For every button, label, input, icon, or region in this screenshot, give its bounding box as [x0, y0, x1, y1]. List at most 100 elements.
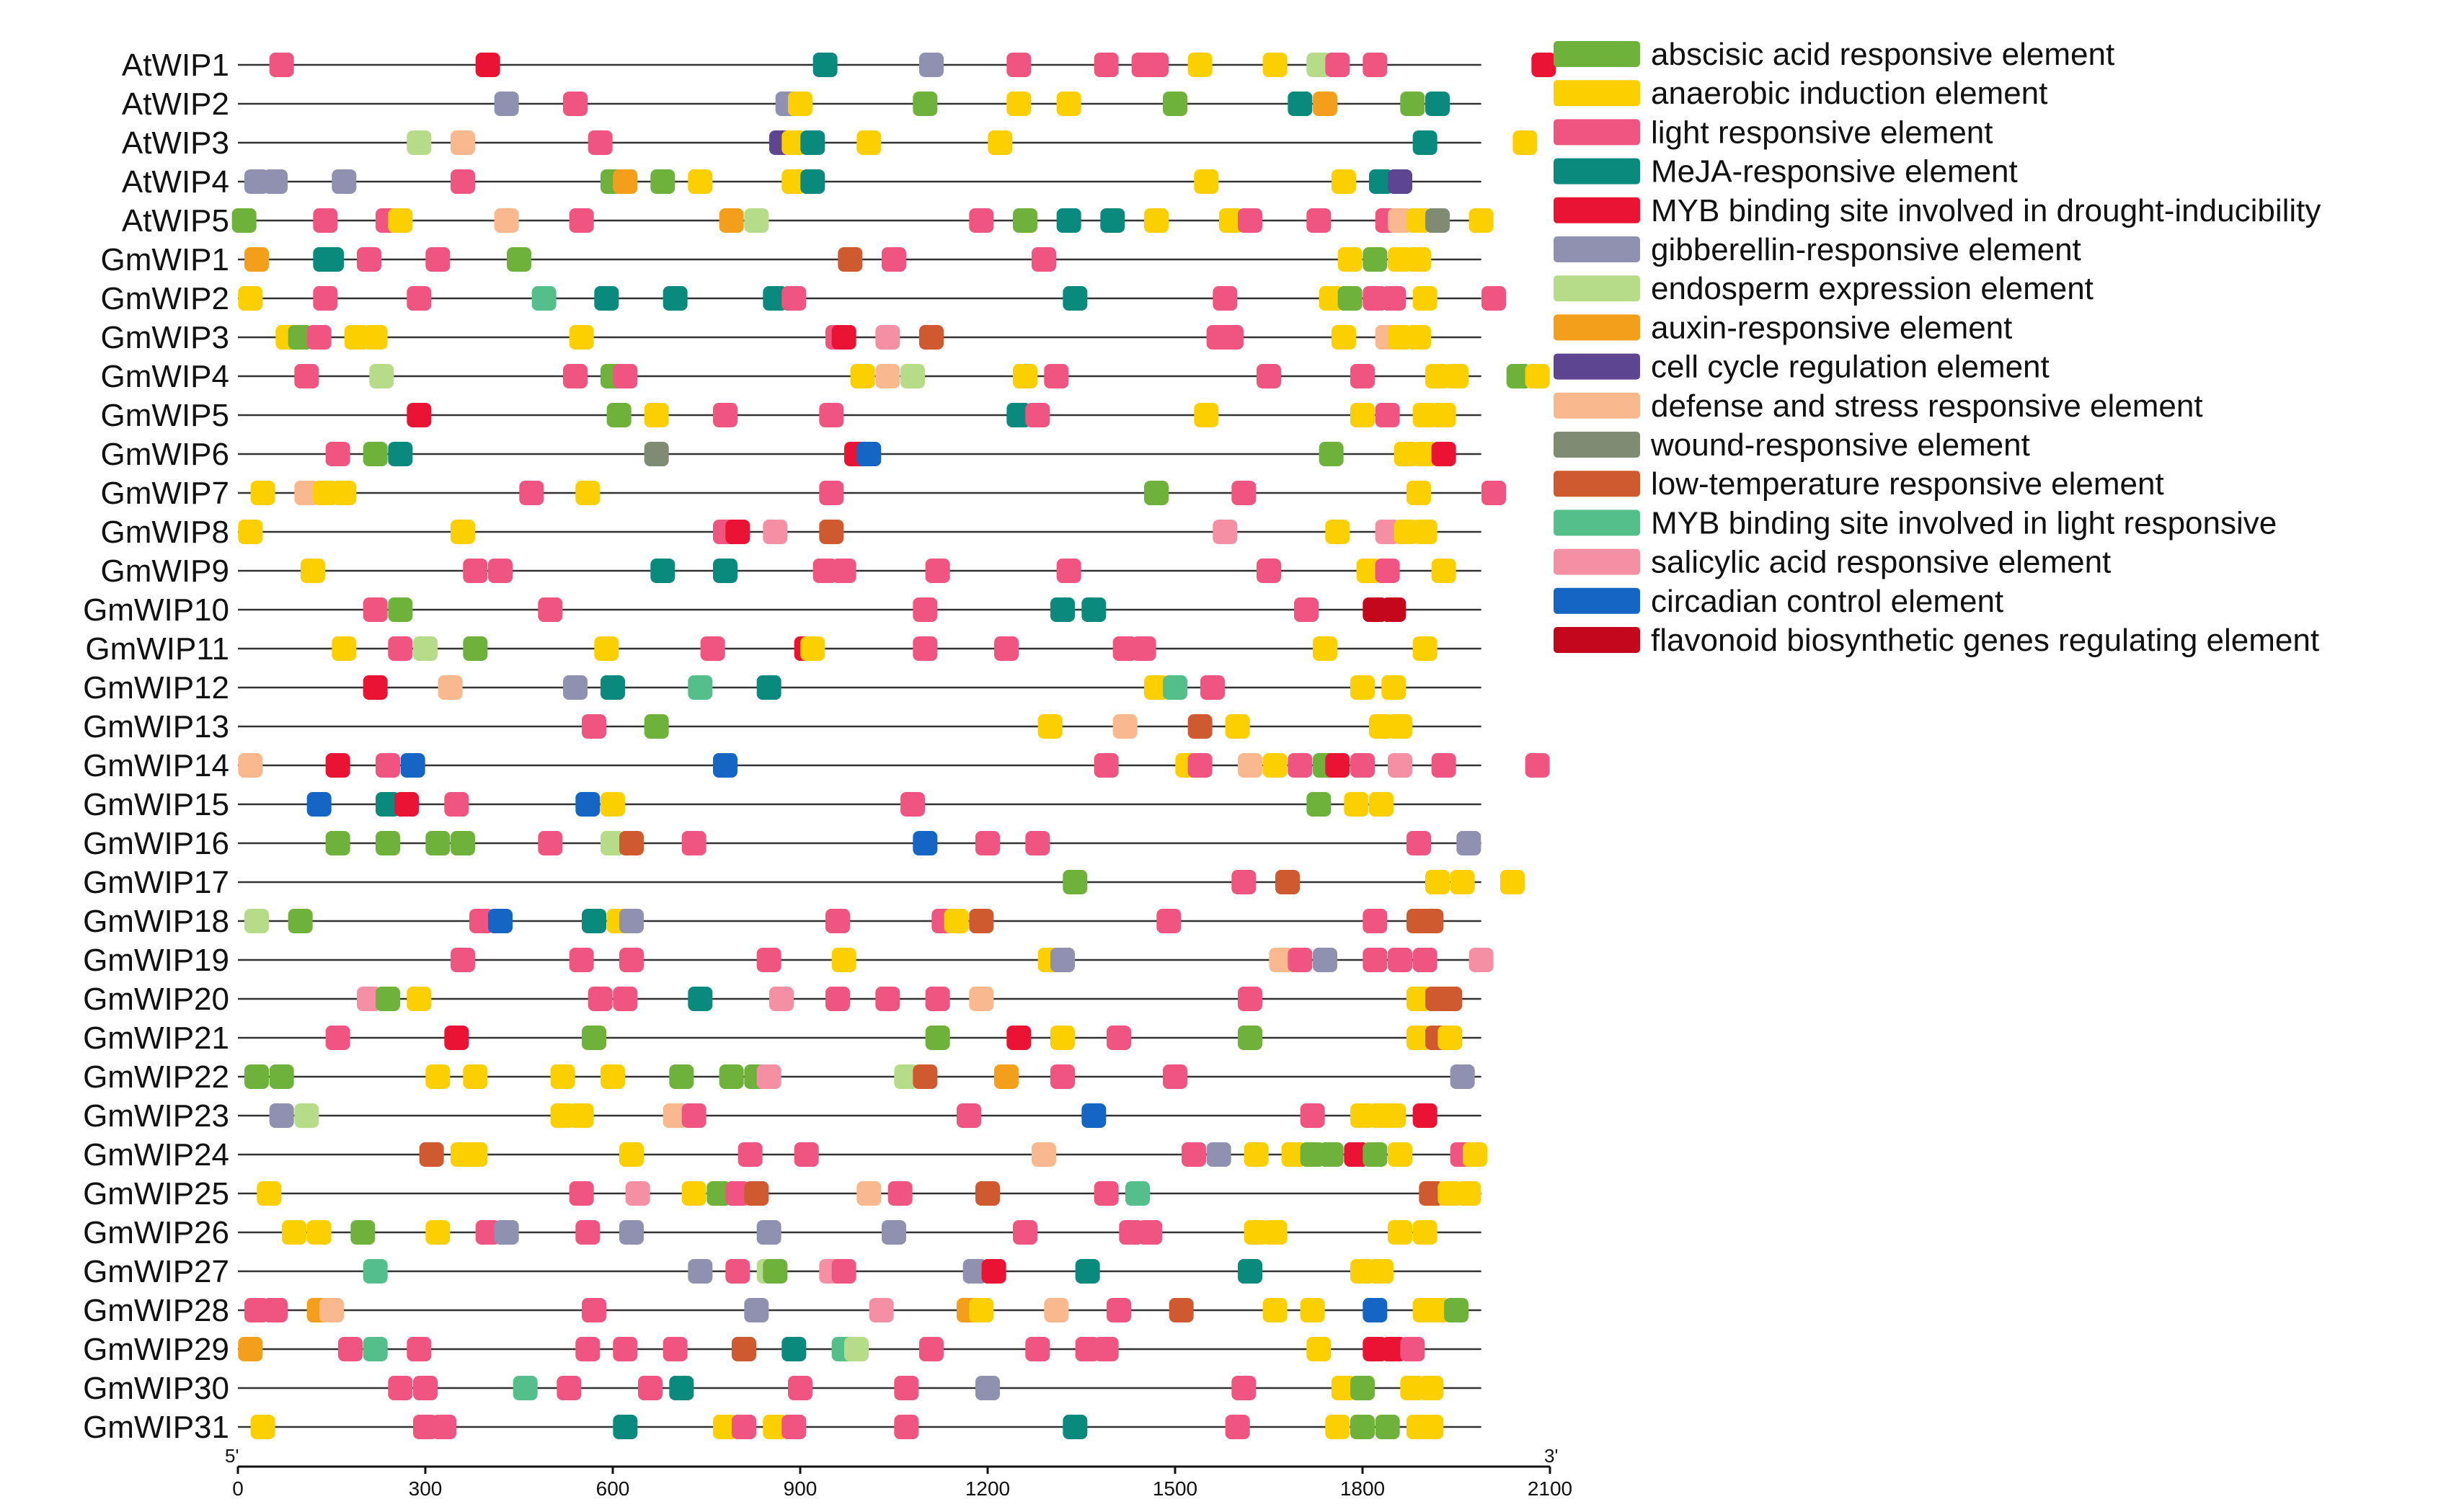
gene-label: GmWIP25 — [83, 1176, 229, 1211]
cis-element-meja — [1081, 597, 1107, 622]
gene-label: GmWIP28 — [83, 1293, 229, 1328]
cis-element-light — [925, 987, 950, 1011]
cis-element-sal — [869, 1298, 894, 1322]
cis-element-light — [388, 636, 413, 661]
legend-label: low-temperature responsive element — [1651, 466, 2164, 502]
cis-element-anae — [1194, 169, 1219, 194]
legend-item: cell cycle regulation element — [1554, 350, 2050, 385]
cis-element-aba — [463, 636, 488, 661]
cis-element-aba — [925, 1026, 950, 1050]
gene-track: GmWIP6 — [101, 437, 1481, 472]
cis-element-mybl — [531, 286, 557, 311]
cis-element-anae — [569, 1103, 594, 1128]
cis-element-aba — [231, 208, 257, 233]
cis-element-light — [894, 1415, 919, 1439]
gene-track: GmWIP25 — [83, 1176, 1481, 1211]
gene-track: GmWIP2 — [101, 281, 1506, 316]
gene-track: GmWIP21 — [83, 1020, 1481, 1056]
gene-label: AtWIP5 — [122, 203, 229, 239]
cis-element-mybl — [1125, 1181, 1150, 1206]
cis-element-light — [875, 987, 900, 1011]
cis-element-endo — [294, 1103, 319, 1128]
cis-element-gib — [563, 675, 588, 700]
legend-item: defense and stress responsive element — [1554, 388, 2203, 424]
cis-element-aba — [913, 92, 938, 116]
cis-element-meja — [1050, 597, 1075, 622]
gene-track: GmWIP5 — [101, 398, 1481, 433]
gene-label: GmWIP14 — [83, 748, 229, 783]
cis-element-light — [463, 559, 488, 583]
cis-element-circ — [856, 442, 882, 466]
legend-item: salicylic acid responsive element — [1554, 545, 2111, 580]
cis-element-aba — [451, 831, 475, 855]
gene-label: GmWIP9 — [101, 553, 229, 589]
legend-swatch — [1554, 627, 1640, 653]
cis-element-light — [1025, 403, 1050, 427]
cis-element-circ — [575, 792, 601, 817]
cis-element-anae — [644, 403, 669, 427]
cis-element-anae — [1369, 714, 1394, 739]
cis-element-anae — [301, 559, 325, 583]
cis-element-anae — [1187, 53, 1213, 77]
legend-label: light responsive element — [1651, 115, 1993, 150]
cis-element-meja — [1063, 286, 1088, 311]
legend-swatch — [1554, 548, 1640, 575]
cis-element-anae — [800, 636, 825, 661]
cis-element-anae — [1262, 753, 1288, 778]
cis-element-light — [994, 636, 1019, 661]
cis-element-gib — [1313, 948, 1337, 972]
gene-label: GmWIP7 — [101, 476, 229, 511]
cis-element-sal — [357, 987, 381, 1011]
cis-element-anae — [1406, 208, 1431, 233]
cis-element-aba — [363, 442, 388, 466]
cis-element-light — [681, 831, 706, 855]
cis-element-defense — [438, 675, 463, 700]
gene-label: GmWIP23 — [83, 1098, 229, 1134]
cis-element-gib — [244, 169, 269, 194]
cis-element-anae — [1300, 1298, 1325, 1322]
cis-element-aba — [244, 1064, 269, 1089]
cis-element-endo — [900, 364, 925, 388]
cis-element-anae — [1319, 286, 1344, 311]
cis-element-anae — [1194, 403, 1219, 427]
cis-element-anae — [1444, 364, 1468, 388]
cis-element-anae — [1419, 1415, 1444, 1439]
cis-element-light — [825, 987, 850, 1011]
gene-label: GmWIP10 — [83, 592, 229, 628]
cis-element-light — [1163, 1064, 1187, 1089]
cis-element-anae — [569, 325, 594, 350]
cis-element-light — [1094, 753, 1119, 778]
gene-label: GmWIP31 — [83, 1410, 229, 1445]
cis-element-light — [725, 1181, 750, 1206]
cis-element-aba — [325, 831, 350, 855]
cis-element-meja — [756, 675, 781, 700]
cis-element-anae — [594, 636, 619, 661]
cis-element-anae — [1500, 870, 1525, 894]
cis-element-meja — [594, 286, 619, 311]
cis-element-light — [444, 792, 469, 817]
cis-element-meja — [1063, 1415, 1088, 1439]
cis-element-anae — [1388, 1220, 1412, 1245]
legend-label: flavonoid biosynthetic genes regulating … — [1651, 623, 2319, 658]
cis-element-light — [1025, 831, 1050, 855]
gene-label: GmWIP13 — [83, 709, 229, 744]
cis-element-defense — [969, 987, 994, 1011]
cis-element-light — [1050, 1064, 1075, 1089]
legend-item: MeJA-responsive element — [1554, 154, 2018, 190]
cis-element-anae — [1431, 403, 1456, 427]
cis-element-lowtemp — [975, 1181, 1000, 1206]
cis-element-lowtemp — [1187, 714, 1213, 739]
cis-element-meja — [1425, 92, 1450, 116]
gene-track: AtWIP1 — [122, 48, 1556, 83]
cis-element-anae — [1394, 442, 1419, 466]
cis-element-meja — [613, 1415, 638, 1439]
cis-element-light — [1306, 208, 1332, 233]
cis-element-endo — [601, 831, 625, 855]
cis-element-aba — [425, 831, 451, 855]
cis-element-anae — [1388, 714, 1412, 739]
cis-element-aba — [763, 1259, 788, 1284]
cis-element-meja — [376, 792, 400, 817]
cis-element-meja — [388, 442, 413, 466]
cis-element-light — [900, 792, 925, 817]
cis-element-anae — [1512, 130, 1538, 155]
